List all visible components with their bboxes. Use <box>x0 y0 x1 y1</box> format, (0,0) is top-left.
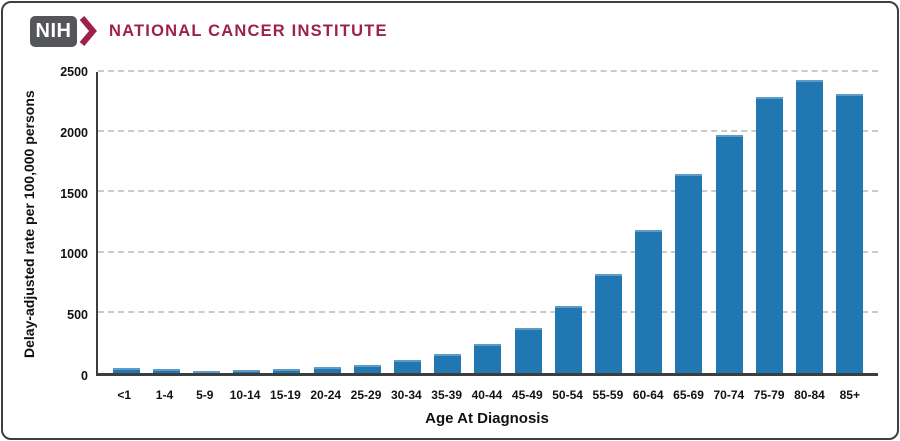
x-tick-label-30-34: 30-34 <box>390 388 422 402</box>
x-tick-label-25-29: 25-29 <box>350 388 382 402</box>
plot-area <box>96 70 878 376</box>
bar-slot <box>749 72 789 373</box>
bar-slot <box>387 72 427 373</box>
x-tick-label-65-69: 65-69 <box>673 388 704 402</box>
y-axis-tick-labels: 0 500 1000 1500 2000 2500 <box>3 65 91 383</box>
bar-1-4 <box>152 369 180 373</box>
y-tick-label-2500: 2500 <box>60 65 88 79</box>
bar-55-59 <box>595 274 623 373</box>
y-tick-label-500: 500 <box>67 308 88 323</box>
bar-50-54 <box>554 306 582 373</box>
x-tick-label-<1: <1 <box>117 388 131 402</box>
x-tick-label-75-79: 75-79 <box>753 388 785 402</box>
y-tick-label-2000: 2000 <box>60 125 88 140</box>
x-tick-label-55-59: 55-59 <box>592 388 624 402</box>
bar-slot <box>709 72 749 373</box>
x-tick-label-15-19: 15-19 <box>270 388 301 402</box>
bar-slot <box>267 72 307 373</box>
bar-80-84 <box>796 80 824 373</box>
x-tick-label-70-74: 70-74 <box>713 388 745 402</box>
bar-20-24 <box>313 367 341 373</box>
bar-45-49 <box>514 328 542 373</box>
bar-slot <box>789 72 829 373</box>
bar-slot <box>548 72 588 373</box>
nih-logo: NIH <box>30 15 77 47</box>
bar-slot <box>428 72 468 373</box>
x-tick-label-60-64: 60-64 <box>632 388 664 402</box>
bar-70-74 <box>715 135 743 373</box>
bar-60-64 <box>635 229 663 373</box>
bars-container <box>98 72 878 373</box>
bar-30-34 <box>394 360 422 373</box>
x-tick-label-5-9: 5-9 <box>196 388 214 402</box>
x-tick-label-10-14: 10-14 <box>229 388 261 402</box>
bar-75-79 <box>755 97 783 373</box>
bar-<1 <box>112 368 140 373</box>
x-tick-label-35-39: 35-39 <box>431 388 462 402</box>
nih-logo-text: NIH <box>35 19 72 42</box>
x-tick-label-85+: 85+ <box>839 388 860 402</box>
bar-slot <box>186 72 226 373</box>
bar-slot <box>347 72 387 373</box>
bar-slot <box>830 72 870 373</box>
x-tick-label-50-54: 50-54 <box>552 388 583 402</box>
gridline-1000 <box>98 250 878 253</box>
x-axis-title: Age At Diagnosis <box>425 410 549 427</box>
x-tick-label-45-49: 45-49 <box>511 388 543 402</box>
gridline-2000 <box>98 130 878 133</box>
y-tick-label-1000: 1000 <box>60 247 88 262</box>
bar-slot <box>227 72 267 373</box>
y-tick-label-1500: 1500 <box>60 186 88 201</box>
bar-slot <box>106 72 146 373</box>
x-tick-label-20-24: 20-24 <box>310 388 342 402</box>
gridline-2500 <box>98 70 878 72</box>
gridline-500 <box>98 310 878 313</box>
bar-slot <box>588 72 628 373</box>
bar-slot <box>508 72 548 373</box>
x-tick-label-1-4: 1-4 <box>155 388 174 402</box>
bar-slot <box>307 72 347 373</box>
bar-65-69 <box>675 174 703 373</box>
gridline-1500 <box>98 190 878 193</box>
bar-85+ <box>836 93 864 373</box>
nci-header: NIH NATIONAL CANCER INSTITUTE <box>30 14 388 48</box>
bar-10-14 <box>233 370 261 373</box>
bar-15-19 <box>273 368 301 373</box>
bar-5-9 <box>193 370 220 373</box>
x-tick-label-80-84: 80-84 <box>794 388 825 402</box>
bar-40-44 <box>474 344 502 373</box>
bar-slot <box>669 72 709 373</box>
bar-slot <box>629 72 669 373</box>
bar-slot <box>146 72 186 373</box>
bar-slot <box>468 72 508 373</box>
y-tick-label-0: 0 <box>81 369 88 383</box>
bar-25-29 <box>353 365 381 373</box>
x-axis-tick-labels: <1 1-4 5-9 10-14 15-19 20-24 25-29 30-34 35-39 40… <box>96 388 878 402</box>
bar-35-39 <box>434 354 462 373</box>
x-tick-label-40-44: 40-44 <box>471 388 503 402</box>
nih-arrow-icon <box>79 15 97 47</box>
org-name: NATIONAL CANCER INSTITUTE <box>109 21 388 40</box>
